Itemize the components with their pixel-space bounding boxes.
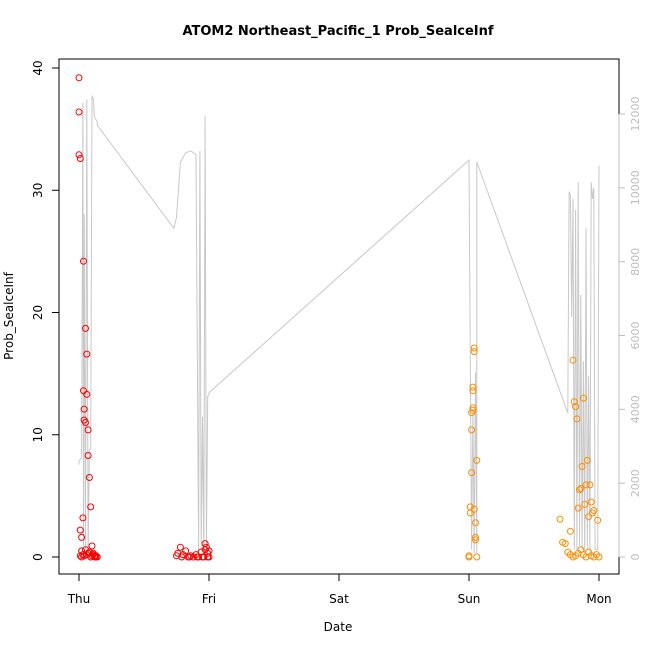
- data-point: [468, 426, 476, 434]
- data-point: [469, 387, 477, 395]
- data-point: [469, 383, 477, 391]
- data-point: [186, 553, 193, 561]
- y-tick-label: 30: [31, 183, 45, 198]
- data-point: [572, 403, 580, 411]
- y-axis-label: Prob_SealceInf: [2, 271, 16, 359]
- data-point: [566, 527, 574, 535]
- data-point: [88, 542, 96, 550]
- data-point: [573, 415, 581, 423]
- data-point: [569, 356, 577, 364]
- data-point: [468, 469, 476, 477]
- chart-title: ATOM2 Northeast_Pacific_1 Prob_SealceInf: [182, 24, 493, 39]
- data-point: [469, 404, 477, 412]
- data-point: [85, 474, 93, 481]
- x-tick-label: Sun: [458, 592, 481, 606]
- data-point: [193, 553, 201, 561]
- data-point: [577, 485, 585, 492]
- data-point: [570, 398, 578, 406]
- x-tick-label: Mon: [586, 592, 611, 606]
- data-point: [472, 519, 479, 527]
- data-point: [583, 456, 591, 464]
- x-axis-label: Date: [324, 620, 353, 634]
- data-point: [75, 151, 83, 159]
- y-axis: 0 10 20 30 40: [31, 60, 60, 561]
- depth-line-series: [78, 95, 600, 554]
- x-tick-label: Thu: [67, 592, 91, 606]
- data-point: [76, 526, 84, 534]
- data-point: [178, 553, 186, 561]
- data-point: [82, 419, 89, 426]
- data-point: [80, 405, 88, 413]
- data-point: [199, 553, 206, 561]
- data-point: [472, 536, 479, 544]
- data-point: [75, 108, 83, 116]
- data-point: [75, 74, 83, 82]
- data-point: [579, 394, 587, 402]
- data-point: [582, 481, 590, 489]
- data-point: [82, 324, 89, 332]
- data-point: [561, 540, 569, 548]
- data-point: [201, 540, 209, 548]
- data-point: [586, 481, 594, 489]
- data-point: [473, 553, 481, 561]
- data-point: [581, 500, 589, 508]
- secondary-y-axis: 0 2000 4000 6000 8000 10000 12000: [618, 97, 642, 561]
- data-point: [84, 426, 92, 434]
- data-point: [587, 498, 595, 506]
- data-point: [201, 546, 209, 554]
- data-point: [472, 533, 479, 541]
- data-point: [470, 505, 478, 513]
- data-point: [87, 503, 95, 511]
- data-point: [80, 257, 87, 265]
- data-point: [78, 533, 86, 541]
- plot-box: [58, 58, 620, 575]
- data-point: [576, 486, 583, 494]
- data-point: [470, 344, 478, 352]
- data-point: [594, 516, 602, 524]
- y-tick-label: 0: [31, 553, 45, 561]
- x-tick-label: Sat: [329, 592, 349, 606]
- secondary-y-tick-label: 12000: [629, 97, 642, 132]
- data-point: [466, 509, 474, 517]
- secondary-y-tick-label: 6000: [629, 322, 642, 350]
- secondary-y-tick-label: 2000: [629, 469, 642, 497]
- data-point: [182, 547, 190, 555]
- data-point: [204, 553, 212, 561]
- y-tick-label: 40: [31, 60, 45, 75]
- data-point: [174, 549, 182, 557]
- data-point: [469, 406, 477, 414]
- data-point: [84, 452, 92, 459]
- x-axis: Thu Fri Sat Sun Mon: [67, 573, 612, 606]
- data-point: [556, 515, 564, 523]
- secondary-y-tick-label: 8000: [629, 248, 642, 276]
- secondary-y-tick-label: 10000: [629, 170, 642, 205]
- y-tick-label: 20: [31, 305, 45, 320]
- y-tick-label: 10: [31, 427, 45, 442]
- data-point: [83, 390, 91, 398]
- plot-area: [75, 74, 603, 561]
- data-point: [578, 463, 586, 470]
- data-point: [76, 155, 84, 162]
- data-point: [574, 504, 582, 512]
- x-tick-label: Fri: [202, 592, 216, 606]
- secondary-y-tick-label: 4000: [629, 395, 642, 423]
- data-point: [473, 456, 481, 464]
- data-point: [585, 513, 593, 521]
- data-point: [92, 552, 100, 560]
- data-point: [83, 350, 91, 358]
- data-point: [595, 553, 603, 561]
- data-point: [93, 553, 101, 561]
- secondary-y-tick-label: 0: [629, 554, 642, 561]
- data-point: [465, 552, 473, 560]
- data-point: [176, 543, 184, 551]
- data-point: [590, 507, 598, 514]
- data-point: [79, 514, 87, 522]
- data-point: [470, 348, 478, 356]
